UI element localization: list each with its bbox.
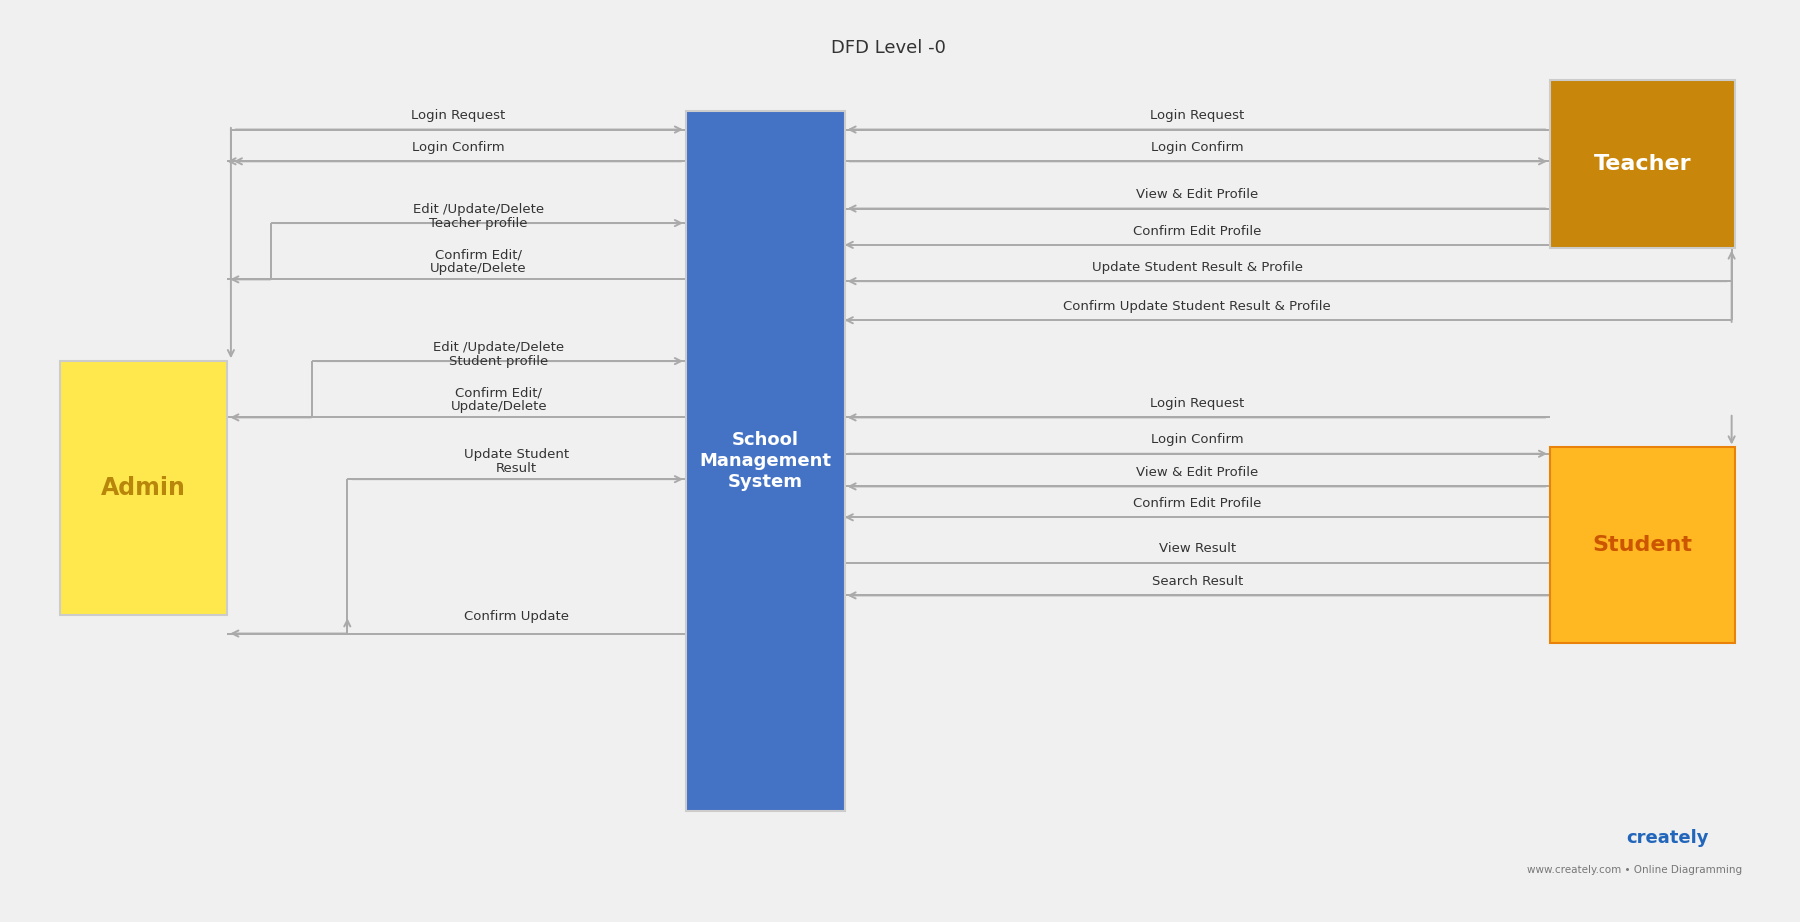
Text: Update Student Result & Profile: Update Student Result & Profile <box>1093 261 1303 274</box>
Text: Edit /Update/Delete: Edit /Update/Delete <box>434 341 565 354</box>
Text: Login Request: Login Request <box>1150 110 1244 123</box>
Text: Teacher: Teacher <box>1593 154 1692 173</box>
Text: Confirm Edit Profile: Confirm Edit Profile <box>1134 225 1262 238</box>
Text: School
Management
System: School Management System <box>698 431 832 491</box>
Text: Login Confirm: Login Confirm <box>1150 433 1244 446</box>
Text: creately: creately <box>1625 829 1708 846</box>
FancyBboxPatch shape <box>59 361 227 615</box>
Text: Confirm Edit/: Confirm Edit/ <box>436 248 522 261</box>
Text: Admin: Admin <box>101 477 185 501</box>
Text: Update/Delete: Update/Delete <box>430 262 527 275</box>
Text: View Result: View Result <box>1159 542 1237 555</box>
Text: Confirm Update: Confirm Update <box>464 609 569 622</box>
Text: Result: Result <box>497 462 536 475</box>
Text: View & Edit Profile: View & Edit Profile <box>1136 467 1258 479</box>
FancyBboxPatch shape <box>1550 79 1735 248</box>
Text: Confirm Update Student Result & Profile: Confirm Update Student Result & Profile <box>1064 300 1332 313</box>
Text: Confirm Edit Profile: Confirm Edit Profile <box>1134 497 1262 510</box>
Text: Update/Delete: Update/Delete <box>450 400 547 413</box>
Text: Edit /Update/Delete: Edit /Update/Delete <box>414 203 544 216</box>
FancyBboxPatch shape <box>1550 447 1735 643</box>
Text: Login Confirm: Login Confirm <box>412 141 504 154</box>
Text: Login Request: Login Request <box>1150 397 1244 410</box>
Text: DFD Level -0: DFD Level -0 <box>832 39 947 57</box>
FancyBboxPatch shape <box>686 112 844 810</box>
Text: www.creately.com • Online Diagramming: www.creately.com • Online Diagramming <box>1526 865 1742 875</box>
Text: Search Result: Search Result <box>1152 575 1244 588</box>
Text: Login Confirm: Login Confirm <box>1150 141 1244 154</box>
Text: Teacher profile: Teacher profile <box>430 218 527 230</box>
Text: Update Student: Update Student <box>464 448 569 461</box>
Text: Student: Student <box>1593 535 1692 555</box>
Text: Login Request: Login Request <box>410 110 506 123</box>
Text: Confirm Edit/: Confirm Edit/ <box>455 386 542 399</box>
Text: View & Edit Profile: View & Edit Profile <box>1136 188 1258 201</box>
Text: Student profile: Student profile <box>450 355 549 369</box>
